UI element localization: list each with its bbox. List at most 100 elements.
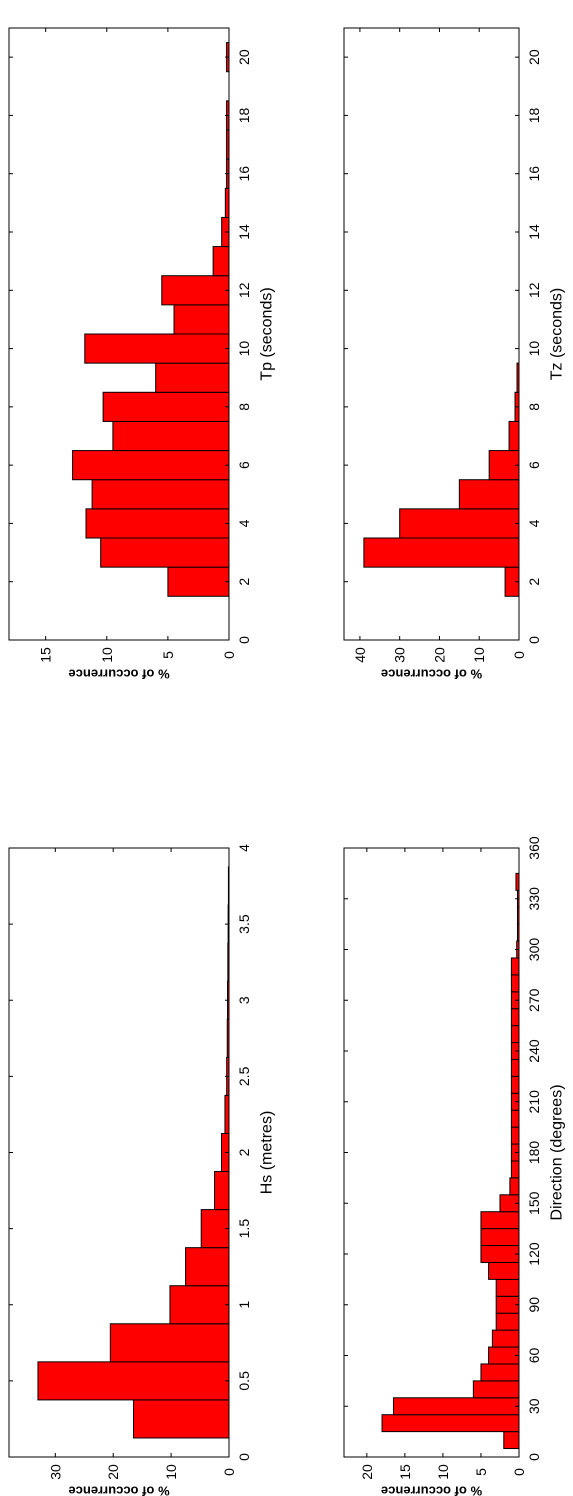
bar xyxy=(510,1126,520,1145)
x-tick-label: 0 xyxy=(526,636,542,644)
bar xyxy=(480,1245,520,1263)
x-tick-label: 90 xyxy=(526,1297,542,1313)
bar xyxy=(488,450,520,481)
bar xyxy=(480,1363,520,1382)
y-tick-label: 30 xyxy=(392,647,408,663)
bar xyxy=(363,537,520,568)
x-tick-label: 18 xyxy=(526,107,542,123)
bar xyxy=(472,1380,520,1399)
x-tick-label: 0.5 xyxy=(236,1371,252,1391)
bar xyxy=(510,957,520,976)
x-tick-label: 270 xyxy=(526,988,542,1012)
x-tick-label: 2.5 xyxy=(236,1066,252,1086)
bar xyxy=(480,1211,520,1230)
bar xyxy=(488,1346,520,1365)
bar xyxy=(509,1177,520,1196)
bar xyxy=(185,1247,230,1287)
y-tick-label: 0 xyxy=(221,1468,237,1476)
bar xyxy=(516,906,520,925)
bar xyxy=(173,304,230,335)
x-axis-label: Direction (degrees) xyxy=(549,1084,566,1220)
y-tick-label: 10 xyxy=(471,647,487,663)
bar xyxy=(227,866,230,906)
bar xyxy=(516,362,520,393)
x-tick-label: 4 xyxy=(526,519,542,527)
x-axis-label: Hs (metres) xyxy=(259,1111,276,1195)
y-tick-label: 5 xyxy=(473,1468,489,1476)
x-tick-label: 16 xyxy=(526,166,542,182)
bar xyxy=(392,1397,520,1416)
y-tick-label: 20 xyxy=(359,1464,375,1480)
x-tick-label: 210 xyxy=(526,1090,542,1114)
y-axis-label: % of occurrence xyxy=(68,1484,169,1496)
x-tick-label: 30 xyxy=(526,1398,542,1414)
bar xyxy=(224,187,230,218)
y-tick-label: 15 xyxy=(38,647,54,663)
bar xyxy=(212,246,230,277)
bar xyxy=(214,1171,230,1211)
chart-panel-tz: 0 2 4 6 8 10 12 14 16 18 20 0 10 20 30 40 Tz (seconds) % … xyxy=(343,27,566,682)
x-tick-label: 16 xyxy=(236,166,252,182)
x-tick-label: 6 xyxy=(526,461,542,469)
x-tick-label: 2 xyxy=(236,1148,252,1156)
x-tick-label: 18 xyxy=(236,107,252,123)
x-axis-label: Tp (seconds) xyxy=(259,287,276,380)
bar xyxy=(227,942,230,982)
bar xyxy=(381,1414,520,1433)
y-tick-label: 30 xyxy=(47,1464,63,1480)
bar xyxy=(495,1312,520,1331)
plot-frame xyxy=(343,27,520,641)
chart-panel-hs: 0 0.5 1 1.5 2 2.5 3 3.5 4 0 10 20 30 Hs (metres) % of … xyxy=(8,844,276,1496)
bar xyxy=(155,362,230,393)
y-tick-label: 10 xyxy=(163,1464,179,1480)
bar xyxy=(226,129,230,160)
y-tick-label: 5 xyxy=(160,651,176,659)
x-tick-label: 10 xyxy=(526,341,542,357)
bar xyxy=(510,1075,520,1094)
x-tick-label: 1.5 xyxy=(236,1219,252,1239)
x-tick-label: 4 xyxy=(236,844,252,852)
bar xyxy=(91,479,230,510)
x-tick-label: 0 xyxy=(526,1453,542,1461)
x-tick-label: 4 xyxy=(236,519,252,527)
bar xyxy=(510,1109,520,1128)
bar xyxy=(85,508,230,539)
y-axis-label: % of occurrence xyxy=(381,667,482,682)
y-tick-label: 10 xyxy=(435,1464,451,1480)
bar xyxy=(100,537,230,568)
x-tick-label: 3 xyxy=(236,996,252,1004)
y-axis-label: % of occurrence xyxy=(68,667,169,682)
x-tick-label: 0 xyxy=(236,1453,252,1461)
y-tick-label: 0 xyxy=(221,651,237,659)
x-tick-label: 12 xyxy=(236,282,252,298)
bar xyxy=(226,1018,230,1058)
bar xyxy=(458,479,520,510)
x-tick-label: 1 xyxy=(236,1301,252,1309)
bar xyxy=(112,420,230,452)
y-tick-label: 20 xyxy=(105,1464,121,1480)
x-tick-label: 8 xyxy=(236,403,252,411)
bar xyxy=(109,1323,230,1363)
x-tick-label: 12 xyxy=(526,282,542,298)
bar xyxy=(399,508,520,539)
bar xyxy=(510,1058,520,1077)
x-tick-label: 150 xyxy=(526,1191,542,1215)
x-tick-label: 330 xyxy=(526,887,542,911)
x-tick-label: 10 xyxy=(236,341,252,357)
bar xyxy=(510,1008,520,1027)
x-tick-label: 240 xyxy=(526,1039,542,1063)
bar xyxy=(480,1228,520,1247)
y-tick-label: 0 xyxy=(511,651,527,659)
bar xyxy=(167,566,230,597)
bar xyxy=(515,872,520,891)
chart-panel-direction: 0 30 60 90 120 150 180 210 240 270 300 330 360 0 5 10 15… xyxy=(343,836,566,1496)
bar xyxy=(508,420,520,452)
x-tick-label: 60 xyxy=(526,1348,542,1364)
bar xyxy=(224,1094,230,1134)
bar xyxy=(510,1160,520,1179)
bar xyxy=(169,1285,230,1325)
y-tick-label: 20 xyxy=(431,647,447,663)
bar xyxy=(503,1431,520,1450)
x-tick-label: 2 xyxy=(526,578,542,586)
